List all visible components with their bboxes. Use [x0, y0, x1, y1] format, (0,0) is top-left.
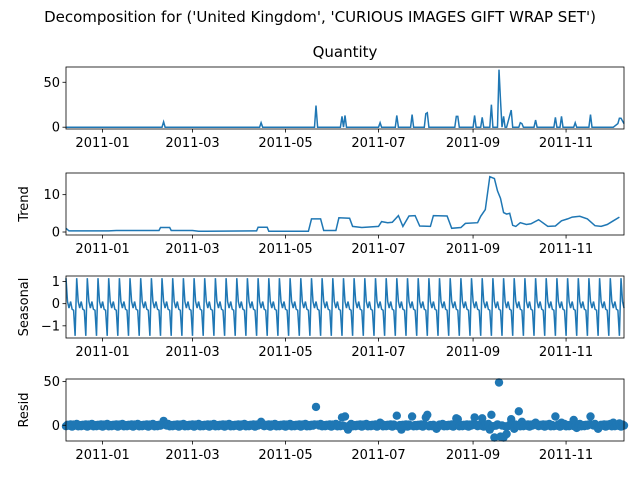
resid-ylabel: Resid [17, 392, 32, 427]
panel-resid: 0 50 2011-01 2011-03 2011-05 2011-07 2011-09 20… [17, 375, 629, 463]
resid-ytick-label: 0 [52, 419, 60, 434]
seasonal-frame [65, 275, 625, 339]
resid-point [478, 414, 487, 423]
resid-point [502, 429, 511, 439]
seasonal-xtick-label: 2011-05 [258, 345, 312, 360]
resid-point [392, 411, 401, 420]
panels-group: 0 50 2011-01 2011-03 2011-05 2011-07 2011-09 20… [17, 43, 629, 463]
resid-frame [65, 378, 625, 442]
trend-xtick-label: 2011-03 [165, 242, 219, 257]
trend-xtick-label: 2011-07 [351, 242, 405, 257]
resid-point [340, 412, 350, 421]
trend-line [65, 175, 620, 233]
resid-point [569, 415, 578, 425]
observed-xtick-label: 2011-09 [446, 136, 500, 151]
seasonal-xtick-label: 2011-07 [351, 345, 405, 360]
trend-xtick-label: 2011-01 [75, 242, 129, 257]
resid-point [494, 378, 504, 387]
resid-point [423, 410, 432, 419]
observed-xtick-label: 2011-07 [351, 136, 405, 151]
resid-point [487, 410, 496, 419]
figure-title: Decomposition for ('United Kingdom', 'CU… [44, 8, 596, 26]
observed-line [66, 69, 625, 128]
seasonal-xtick-label: 2011-11 [539, 345, 593, 360]
observed-xtick-label: 2011-05 [258, 136, 312, 151]
seasonal-xtick-label: 2011-03 [165, 345, 219, 360]
resid-point [311, 402, 321, 412]
observed-ytick-label: 50 [43, 76, 60, 91]
trend-xtick-label: 2011-05 [258, 242, 312, 257]
seasonal-line [65, 278, 625, 336]
resid-xtick-label: 2011-01 [75, 448, 129, 463]
resid-ytick-label: 50 [43, 375, 60, 390]
resid-point [514, 407, 523, 416]
resid-xtick-label: 2011-07 [351, 448, 405, 463]
trend-xtick-label: 2011-11 [539, 242, 593, 257]
trend-xtick-label: 2011-09 [446, 242, 500, 257]
seasonal-ytick-label: 1 [52, 275, 60, 290]
trend-ytick-label: 10 [43, 188, 60, 203]
trend-frame [65, 172, 625, 236]
observed-ytick-label: 0 [52, 121, 60, 136]
seasonal-ytick-label: 0 [52, 297, 60, 312]
seasonal-xtick-label: 2011-09 [446, 345, 500, 360]
observed-frame [65, 66, 625, 130]
observed-xtick-label: 2011-01 [75, 136, 129, 151]
seasonal-ylabel: Seasonal [17, 278, 32, 337]
observed-xtick-label: 2011-11 [539, 136, 593, 151]
resid-xtick-label: 2011-05 [258, 448, 312, 463]
panel-seasonal: −1 0 1 2011-01 2011-03 2011-05 2011-07 2011-09 2… [17, 275, 625, 360]
observed-title: Quantity [313, 43, 378, 61]
seasonal-xtick-label: 2011-01 [75, 345, 129, 360]
trend-ytick-label: 0 [52, 226, 60, 241]
resid-point [551, 412, 560, 421]
trend-ylabel: Trend [17, 186, 32, 223]
resid-point [586, 412, 595, 421]
resid-xtick-label: 2011-09 [446, 448, 500, 463]
resid-point [407, 412, 417, 421]
resid-xtick-label: 2011-03 [165, 448, 219, 463]
panel-observed: 0 50 2011-01 2011-03 2011-05 2011-07 2011-09 20… [43, 43, 625, 151]
observed-xtick-label: 2011-03 [165, 136, 219, 151]
panel-trend: 0 10 2011-01 2011-03 2011-05 2011-07 2011-09 20… [17, 172, 625, 257]
resid-xtick-label: 2011-11 [539, 448, 593, 463]
seasonal-ytick-label: −1 [41, 319, 60, 334]
resid-point [470, 413, 479, 422]
